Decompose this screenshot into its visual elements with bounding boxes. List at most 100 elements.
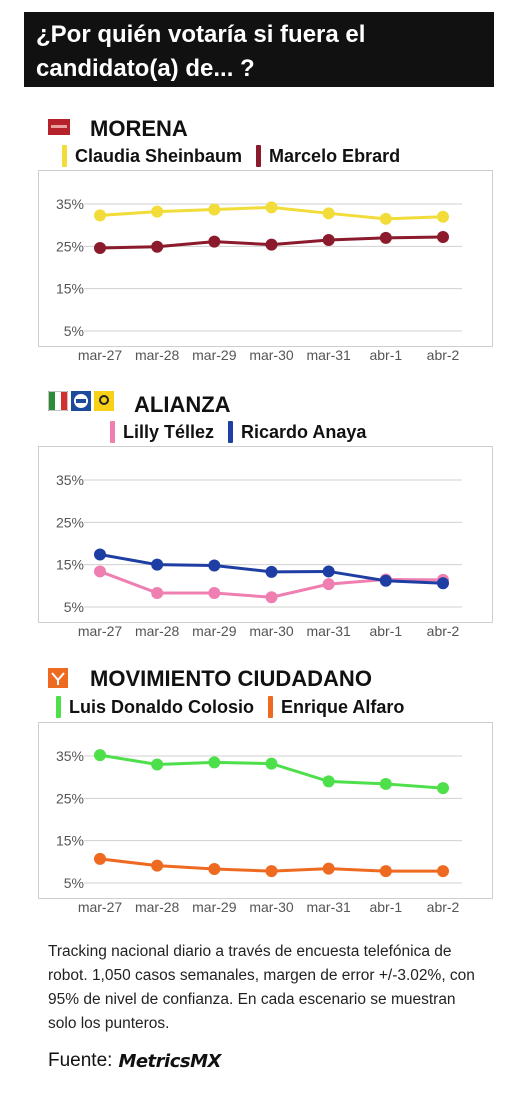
data-point — [94, 749, 106, 762]
data-point — [208, 235, 221, 248]
y-tick-label: 35% — [56, 748, 84, 764]
y-tick-label: 5% — [64, 875, 84, 891]
data-point — [437, 782, 449, 795]
x-tick-label: mar-29 — [192, 347, 237, 363]
x-tick-label: mar-30 — [249, 347, 294, 363]
chart-alianza: 35% 25% 15% 5% mar-27 mar-28 mar-29 mar-30 mar-3… — [56, 472, 462, 639]
data-point — [437, 577, 449, 590]
data-point — [322, 233, 335, 246]
data-point — [265, 238, 278, 251]
chart-frame-mc — [38, 722, 493, 899]
x-tick-label: mar-27 — [78, 899, 123, 915]
legend-swatch — [256, 145, 262, 167]
legend-swatch — [62, 145, 67, 167]
chart-mc: 35% 25% 15% 5% mar-27 mar-28 mar-29 mar-30 mar-3… — [56, 748, 462, 915]
legend-swatch — [228, 421, 234, 443]
data-point — [151, 558, 164, 571]
data-point — [379, 574, 392, 587]
x-tick-label: mar-29 — [192, 899, 237, 915]
legend-item: Lilly Téllez — [110, 421, 214, 443]
source-line: Fuente: MetricsMX — [48, 1050, 221, 1072]
x-tick-label: abr-2 — [427, 899, 460, 915]
morena-logo-icon — [48, 119, 70, 140]
legend-swatch — [268, 696, 273, 718]
pri-logo-icon — [47, 390, 69, 416]
pan-logo-icon — [71, 391, 91, 416]
methodology-note: Tracking nacional diario a través de enc… — [48, 943, 475, 1032]
data-point — [379, 865, 392, 878]
y-tick-label: 5% — [64, 323, 84, 339]
legend-item: Luis Donaldo Colosio — [56, 696, 254, 718]
data-point — [94, 852, 106, 865]
data-point — [322, 578, 335, 591]
data-point — [379, 777, 392, 790]
data-point — [265, 865, 278, 878]
y-tick-label: 15% — [56, 833, 84, 849]
data-point — [265, 591, 278, 604]
legend-item: Ricardo Anaya — [228, 421, 366, 443]
data-point — [94, 209, 106, 222]
data-point — [94, 548, 106, 561]
y-tick-label: 15% — [56, 281, 84, 297]
mc-logo-icon — [48, 668, 68, 693]
x-tick-label: abr-1 — [369, 623, 402, 639]
y-tick-label: 35% — [56, 472, 84, 488]
x-tick-label: mar-27 — [78, 623, 123, 639]
section-title-alianza: ALIANZA — [134, 392, 231, 417]
data-point — [208, 756, 221, 769]
x-tick-label: mar-31 — [306, 899, 351, 915]
data-point — [437, 210, 449, 223]
y-tick-label: 25% — [56, 238, 84, 254]
y-tick-label: 15% — [56, 557, 84, 573]
legend-label: Claudia Sheinbaum — [75, 145, 243, 166]
section-title-morena: MORENA — [90, 116, 188, 141]
legend-mc: Luis Donaldo Colosio Enrique Alfaro — [56, 696, 404, 718]
legend-item: Marcelo Ebrard — [256, 145, 400, 167]
data-point — [208, 203, 221, 216]
legend-alianza: Lilly Téllez Ricardo Anaya — [110, 421, 366, 443]
x-tick-label: abr-2 — [427, 623, 460, 639]
data-point — [151, 758, 164, 771]
x-tick-label: mar-30 — [249, 623, 294, 639]
chart-morena: 35% 25% 15% 5% mar-27 mar-28 mar-29 mar-30 mar-3… — [56, 196, 462, 363]
legend-label: Ricardo Anaya — [241, 421, 367, 442]
x-tick-label: abr-1 — [369, 347, 402, 363]
legend-swatch — [56, 696, 61, 718]
data-point — [437, 865, 449, 878]
legend-swatch — [110, 421, 115, 443]
x-tick-label: mar-31 — [306, 347, 351, 363]
data-point — [151, 205, 164, 218]
x-tick-label: abr-1 — [369, 899, 402, 915]
y-tick-label: 35% — [56, 196, 84, 212]
legend-item: Claudia Sheinbaum — [62, 145, 242, 167]
data-point — [94, 242, 106, 255]
x-tick-label: mar-30 — [249, 899, 294, 915]
data-point — [151, 859, 164, 872]
page-title: ¿Por quién votaría si fuera el candidato… — [24, 12, 494, 87]
y-tick-label: 25% — [56, 514, 84, 530]
legend-morena: Claudia Sheinbaum Marcelo Ebrard — [62, 145, 400, 167]
data-point — [322, 775, 335, 788]
x-tick-label: mar-31 — [306, 623, 351, 639]
data-point — [322, 862, 335, 875]
data-point — [208, 863, 221, 876]
y-tick-label: 25% — [56, 790, 84, 806]
data-point — [379, 212, 392, 225]
chart-frame-morena — [38, 170, 493, 347]
x-tick-label: mar-28 — [135, 347, 180, 363]
data-point — [208, 587, 221, 600]
data-point — [437, 231, 449, 244]
x-tick-label: mar-28 — [135, 899, 180, 915]
legend-label: Marcelo Ebrard — [269, 145, 401, 166]
data-point — [265, 565, 278, 578]
legend-label: Luis Donaldo Colosio — [69, 696, 254, 717]
data-point — [265, 757, 278, 770]
prd-logo-icon — [94, 391, 114, 416]
metricsmx-logo: MetricsMX — [118, 1050, 221, 1072]
x-tick-label: abr-2 — [427, 347, 460, 363]
x-tick-label: mar-28 — [135, 623, 180, 639]
data-point — [151, 240, 164, 253]
data-point — [151, 587, 164, 600]
data-point — [94, 565, 106, 578]
legend-item: Enrique Alfaro — [268, 696, 404, 718]
